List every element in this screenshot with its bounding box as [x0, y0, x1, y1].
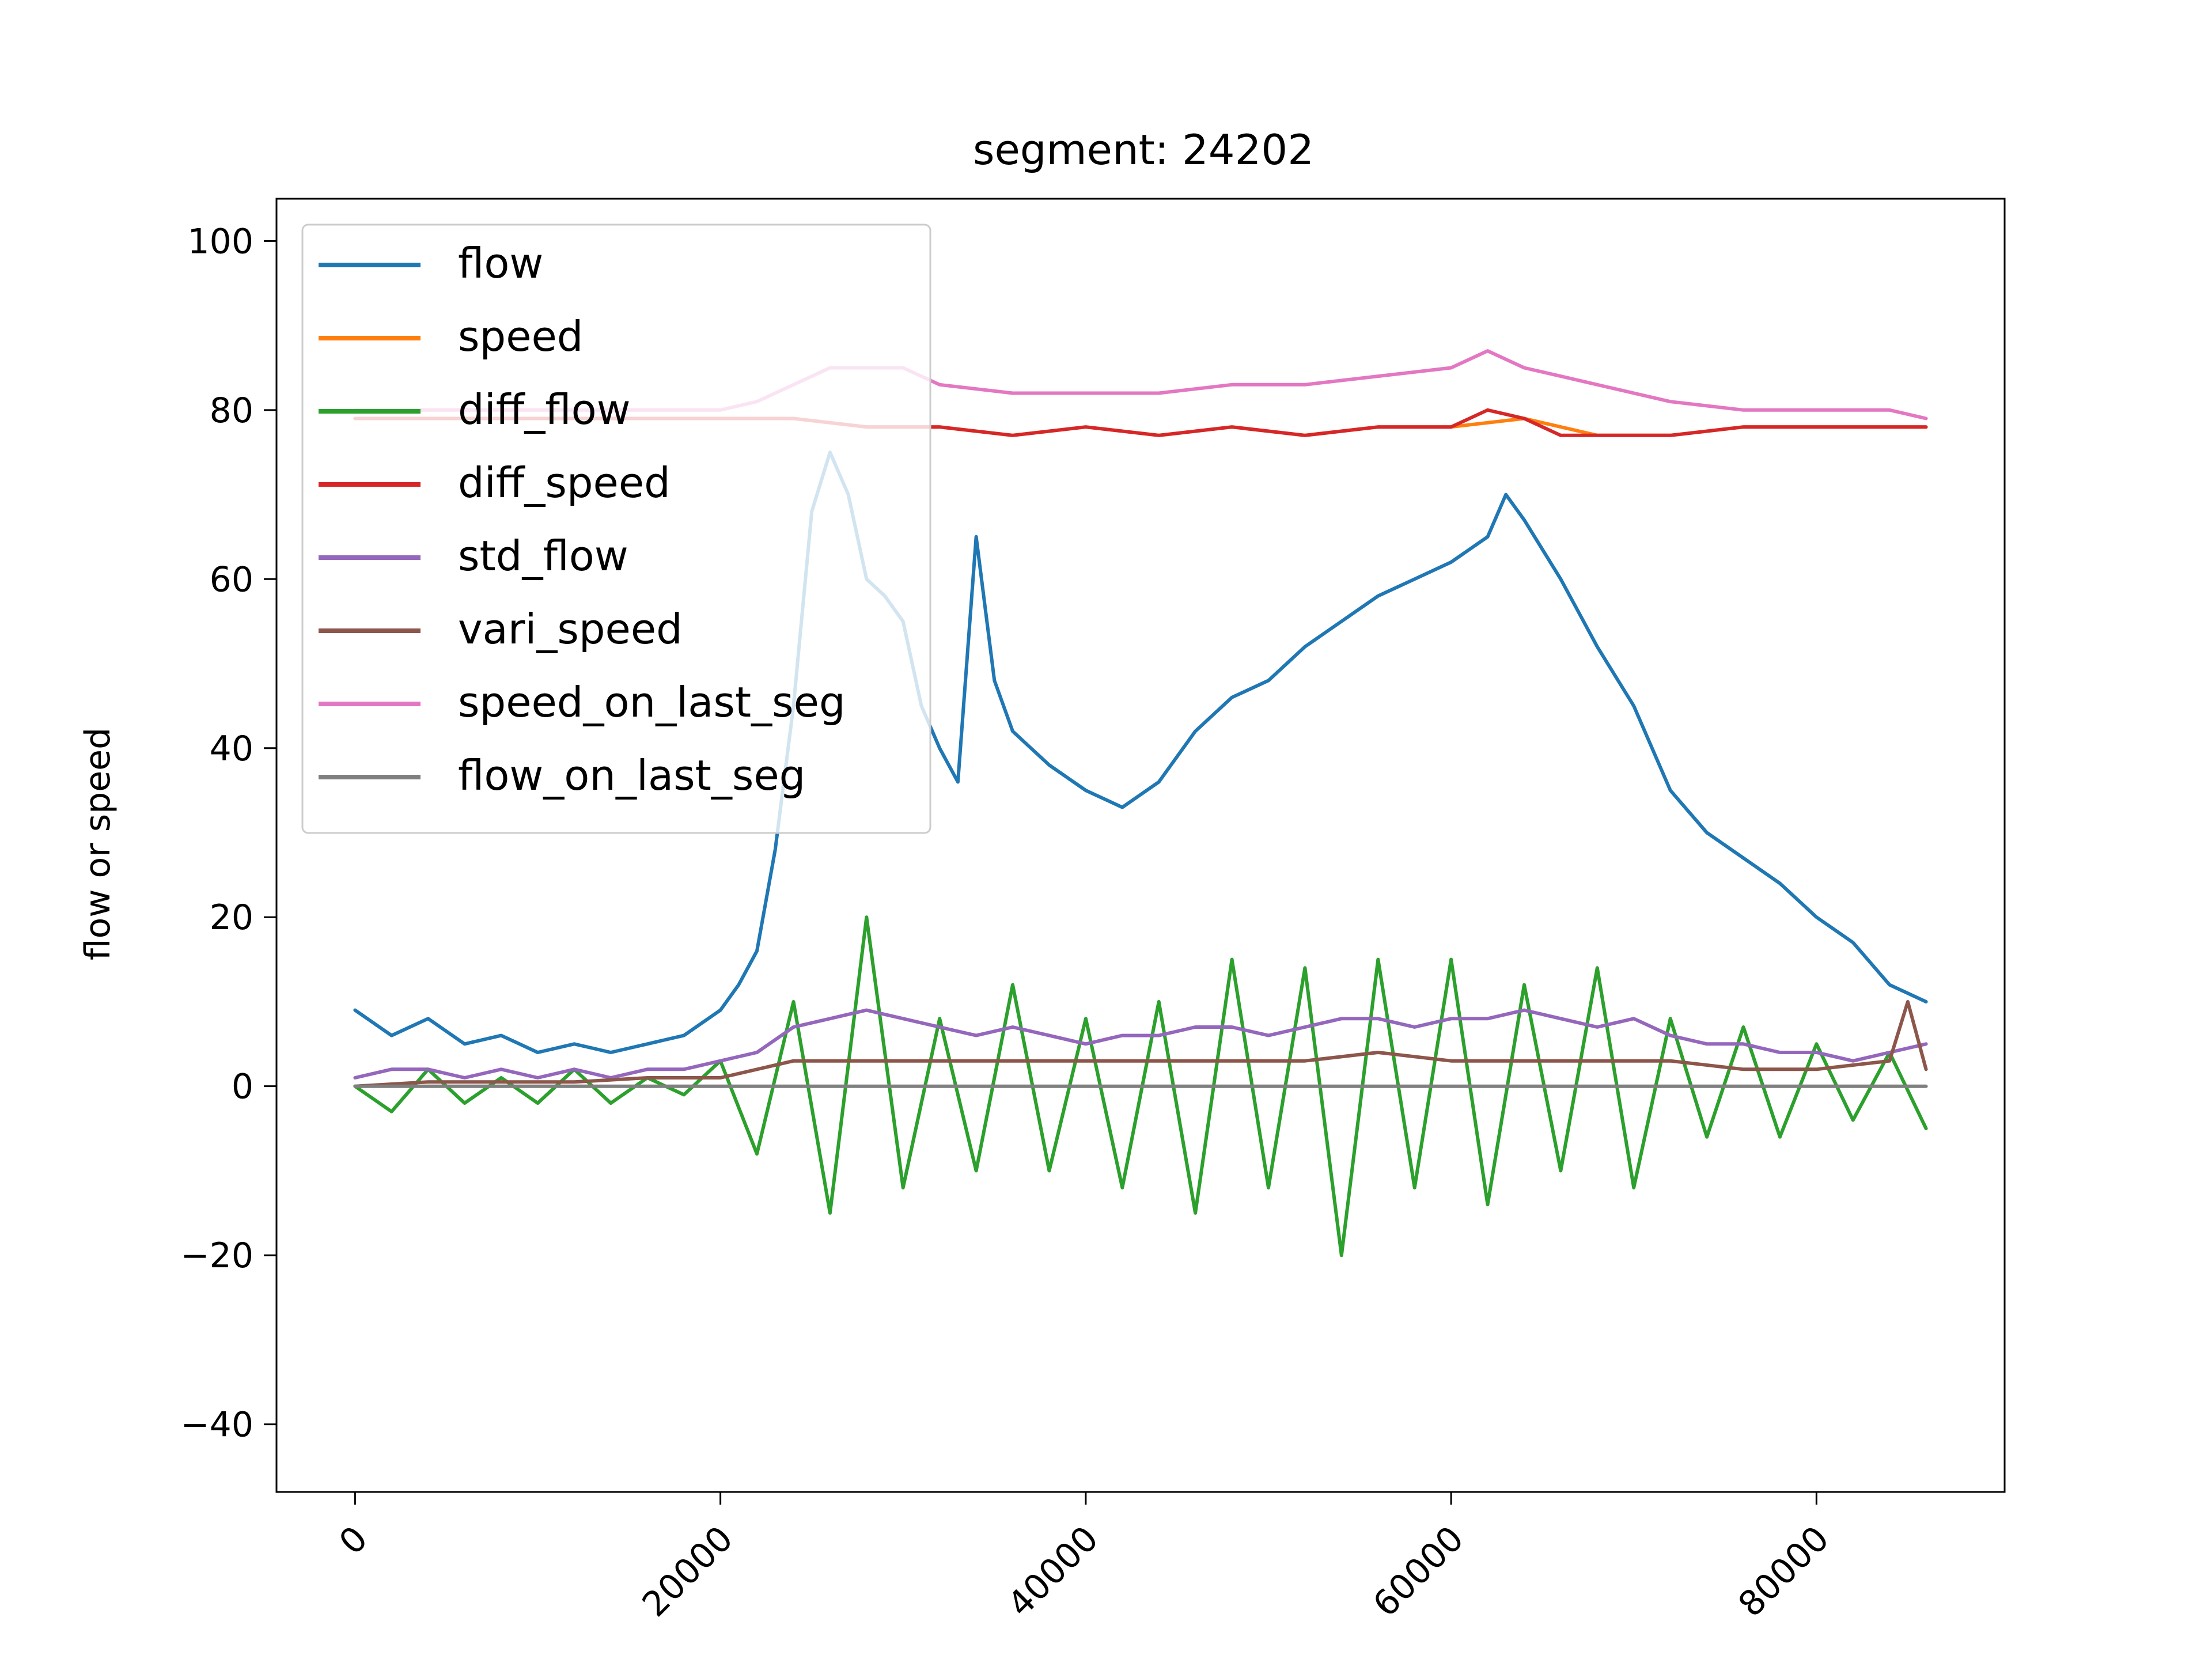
legend-label-flow: flow — [458, 239, 543, 287]
legend-label-std-flow: std_flow — [458, 532, 628, 580]
series-line-vari-speed — [353, 1000, 1928, 1088]
y-axis: −40 −20 0 20 40 60 80 100 — [180, 221, 276, 1445]
legend-label-flow-on-last-seg: flow_on_last_seg — [458, 751, 805, 800]
legend-label-diff-flow: diff_flow — [458, 385, 631, 434]
series-line-diff-flow — [353, 915, 1928, 1257]
legend-box — [301, 224, 931, 834]
legend-label-diff-speed: diff_speed — [458, 459, 671, 507]
chart-title: segment: 24202 — [973, 126, 1314, 174]
series-line-flow — [353, 450, 1928, 1054]
legend-label-speed-on-last-seg: speed_on_last_seg — [458, 678, 846, 726]
y-tick-label: −20 — [180, 1236, 253, 1276]
y-tick-label: 80 — [210, 391, 253, 431]
y-tick-label: −40 — [180, 1405, 253, 1445]
y-axis-label: flow or speed — [78, 728, 118, 960]
legend: flow speed diff_flow diff_speed std_flowvari… — [301, 224, 931, 834]
y-tick-label: 40 — [210, 729, 253, 769]
legend-label-vari-speed: vari_speed — [458, 605, 683, 653]
y-tick-label: 100 — [187, 221, 253, 262]
legend-label-speed: speed — [458, 312, 584, 361]
y-tick-label: 20 — [210, 897, 253, 938]
plot-frame — [275, 198, 2006, 1493]
y-tick-label: 0 — [232, 1067, 253, 1107]
y-tick-label: 60 — [210, 559, 253, 600]
series-line-std-flow — [353, 1008, 1928, 1080]
